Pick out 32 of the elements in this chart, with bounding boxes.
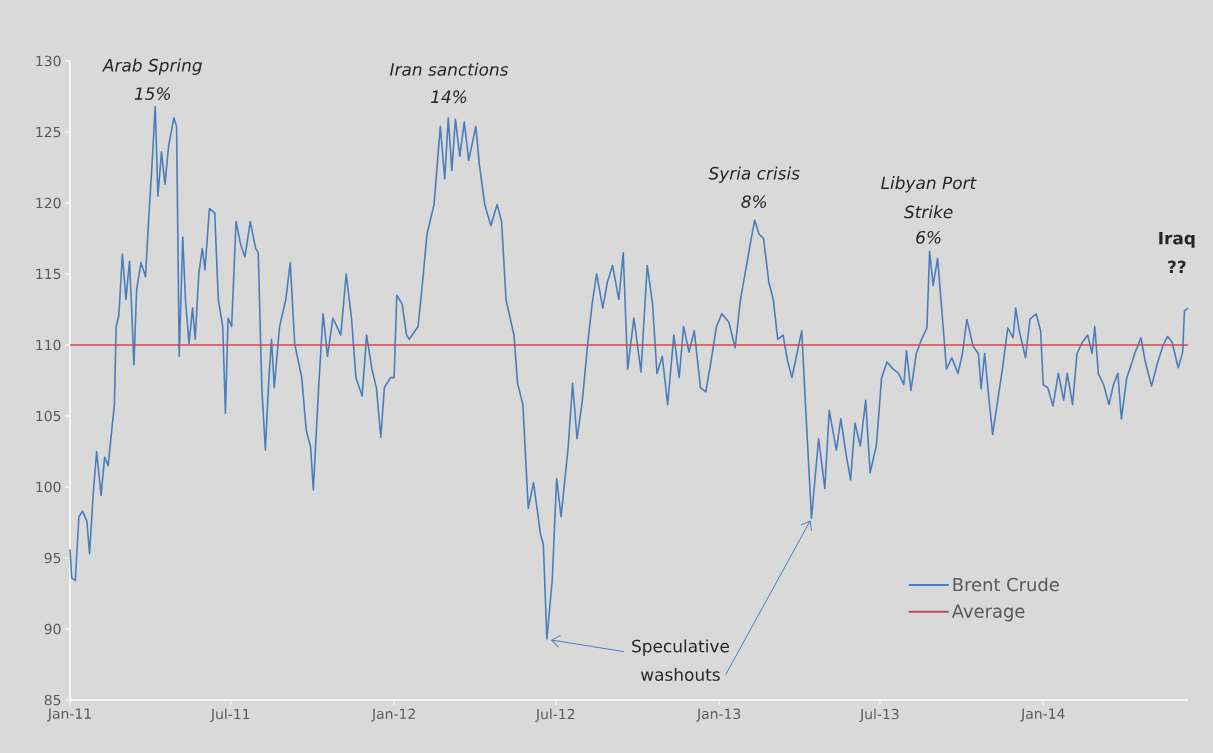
x-tick-label: Jan-13 <box>696 708 741 722</box>
y-tick-label: 125 <box>36 126 61 138</box>
legend-label: Brent Crude <box>953 577 1059 592</box>
annotation: washouts <box>640 667 720 681</box>
annotation: 14% <box>431 90 467 104</box>
x-tick-label: Jan-14 <box>1020 708 1065 722</box>
annotation: Iran sanctions <box>389 62 509 76</box>
annotation: Strike <box>904 205 953 219</box>
y-tick-label: 105 <box>36 410 61 422</box>
x-tick-label: Jul-12 <box>535 708 575 722</box>
annotation: Syria crisis <box>708 166 800 183</box>
annotation: Iraq <box>1159 231 1195 248</box>
x-tick-label: Jan-11 <box>47 708 91 722</box>
y-tick-label: 95 <box>44 552 61 564</box>
y-tick-label: 115 <box>36 268 61 280</box>
annotation: ?? <box>1168 260 1186 274</box>
x-tick-label: Jul-13 <box>859 708 899 722</box>
annotation: Libyan Port <box>881 176 977 193</box>
annotation: Speculative <box>632 639 729 656</box>
y-tick-label: 130 <box>36 55 61 67</box>
x-tick-label: Jan-12 <box>371 708 415 722</box>
x-tick-label: Jul-11 <box>210 708 250 722</box>
y-tick-label: 90 <box>44 623 61 635</box>
y-tick-label: 85 <box>44 694 61 706</box>
y-tick-label: 100 <box>36 481 61 493</box>
annotation: 6% <box>916 230 941 244</box>
annotation: 15% <box>134 87 171 100</box>
annotation: Arab Spring <box>101 58 202 75</box>
y-tick-label: 120 <box>36 197 61 209</box>
annotation: 8% <box>741 195 767 208</box>
legend-label: Average <box>951 604 1025 622</box>
y-tick-label: 110 <box>36 339 61 351</box>
